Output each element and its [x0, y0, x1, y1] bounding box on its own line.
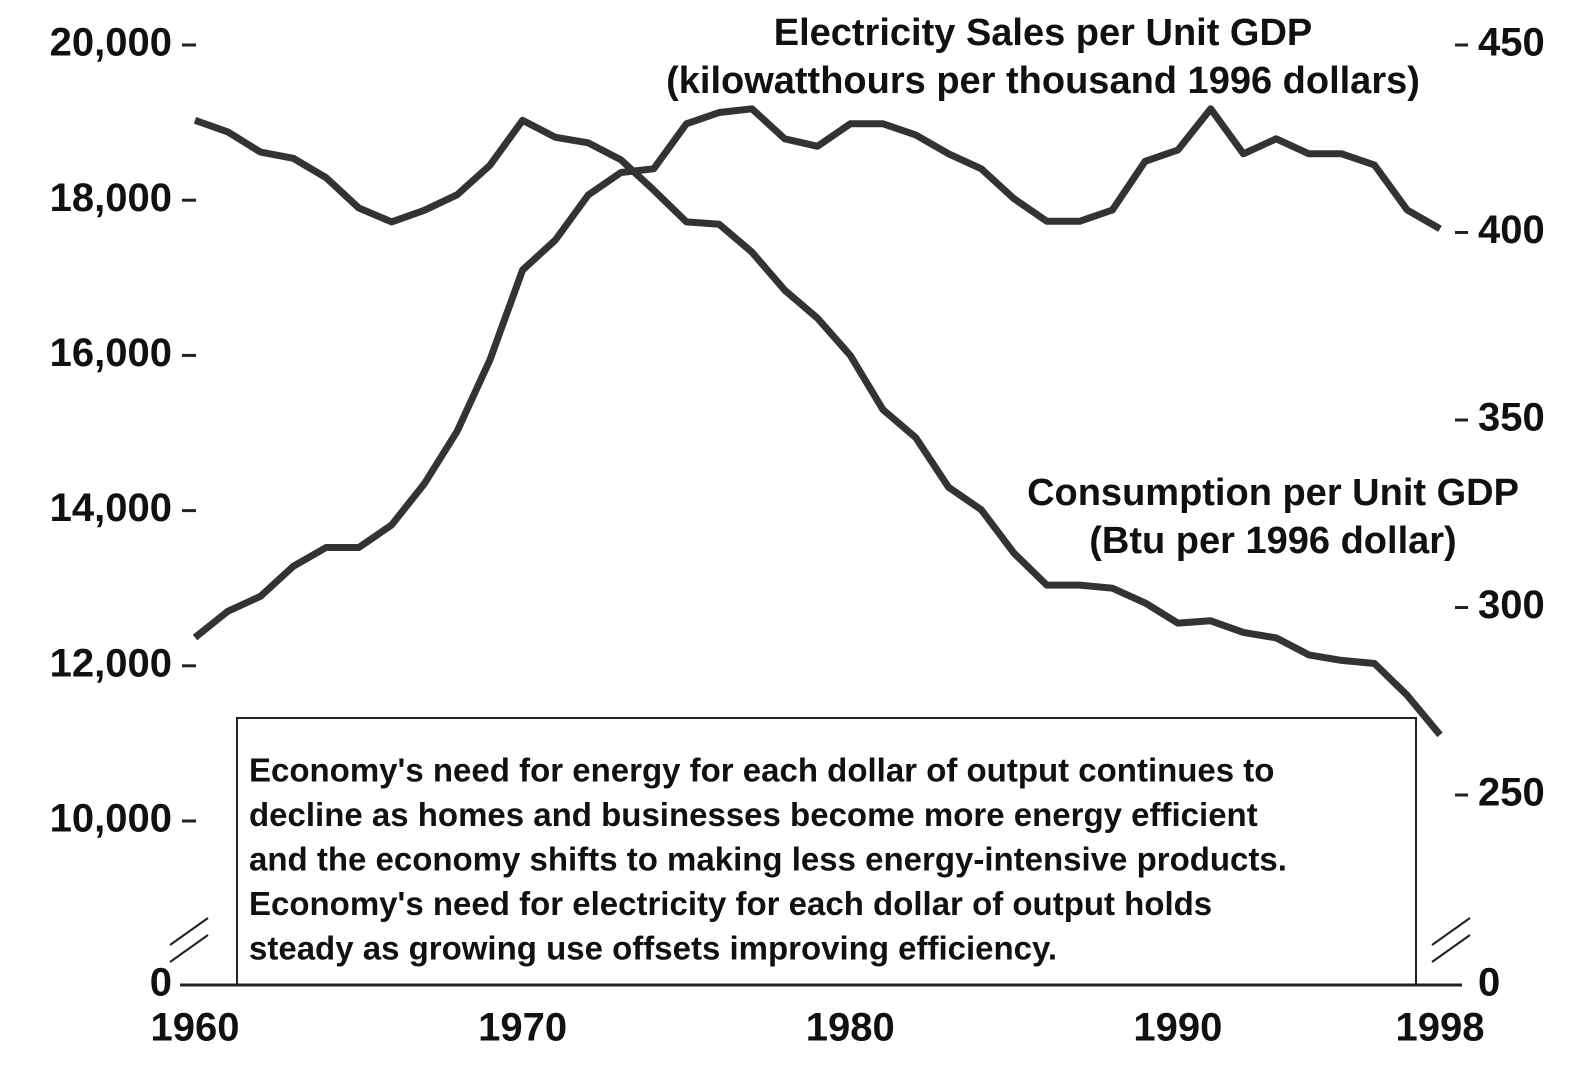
y2-tick-label: 0 — [1478, 961, 1500, 1005]
series-line — [192, 105, 1442, 641]
annotation-line: Economy's need for energy for each dolla… — [249, 752, 1274, 789]
y2-tick-label: 400 — [1478, 208, 1545, 252]
annotation-line: steady as growing use offsets improving … — [249, 930, 1057, 967]
annotation-line: decline as homes and businesses become m… — [249, 796, 1258, 833]
y-tick-label: 12,000 — [50, 641, 172, 685]
series-label: (Btu per 1996 dollar) — [1089, 520, 1456, 562]
y-tick-label: 20,000 — [50, 21, 172, 65]
x-tick-label: 1970 — [478, 1006, 567, 1050]
series-label: Consumption per Unit GDP — [1027, 472, 1519, 514]
y2-tick-label: 300 — [1478, 583, 1545, 627]
y-tick-label: 16,000 — [50, 331, 172, 375]
y-tick-label: 18,000 — [50, 176, 172, 220]
annotation-box — [236, 717, 1417, 986]
y2-tick-label: 450 — [1478, 21, 1545, 65]
y-tick-label: 14,000 — [50, 486, 172, 530]
series-line — [193, 116, 1443, 738]
x-tick-label: 1980 — [806, 1006, 895, 1050]
y-tick-label: 10,000 — [50, 797, 172, 841]
annotation-line: Economy's need for electricity for each … — [249, 885, 1212, 922]
axis-break — [169, 917, 1471, 963]
annotation-line: and the economy shifts to making less en… — [249, 841, 1287, 878]
y2-tick-label: 350 — [1478, 396, 1545, 440]
series-label: Electricity Sales per Unit GDP — [774, 12, 1313, 54]
series-label: (kilowatthours per thousand 1996 dollars… — [666, 60, 1420, 102]
y2-tick-label: 250 — [1478, 771, 1545, 815]
y-tick-label: 0 — [150, 961, 172, 1005]
x-tick-label: 1990 — [1133, 1006, 1222, 1050]
x-tick-label: 1998 — [1396, 1006, 1485, 1050]
x-tick-label: 1960 — [151, 1006, 240, 1050]
